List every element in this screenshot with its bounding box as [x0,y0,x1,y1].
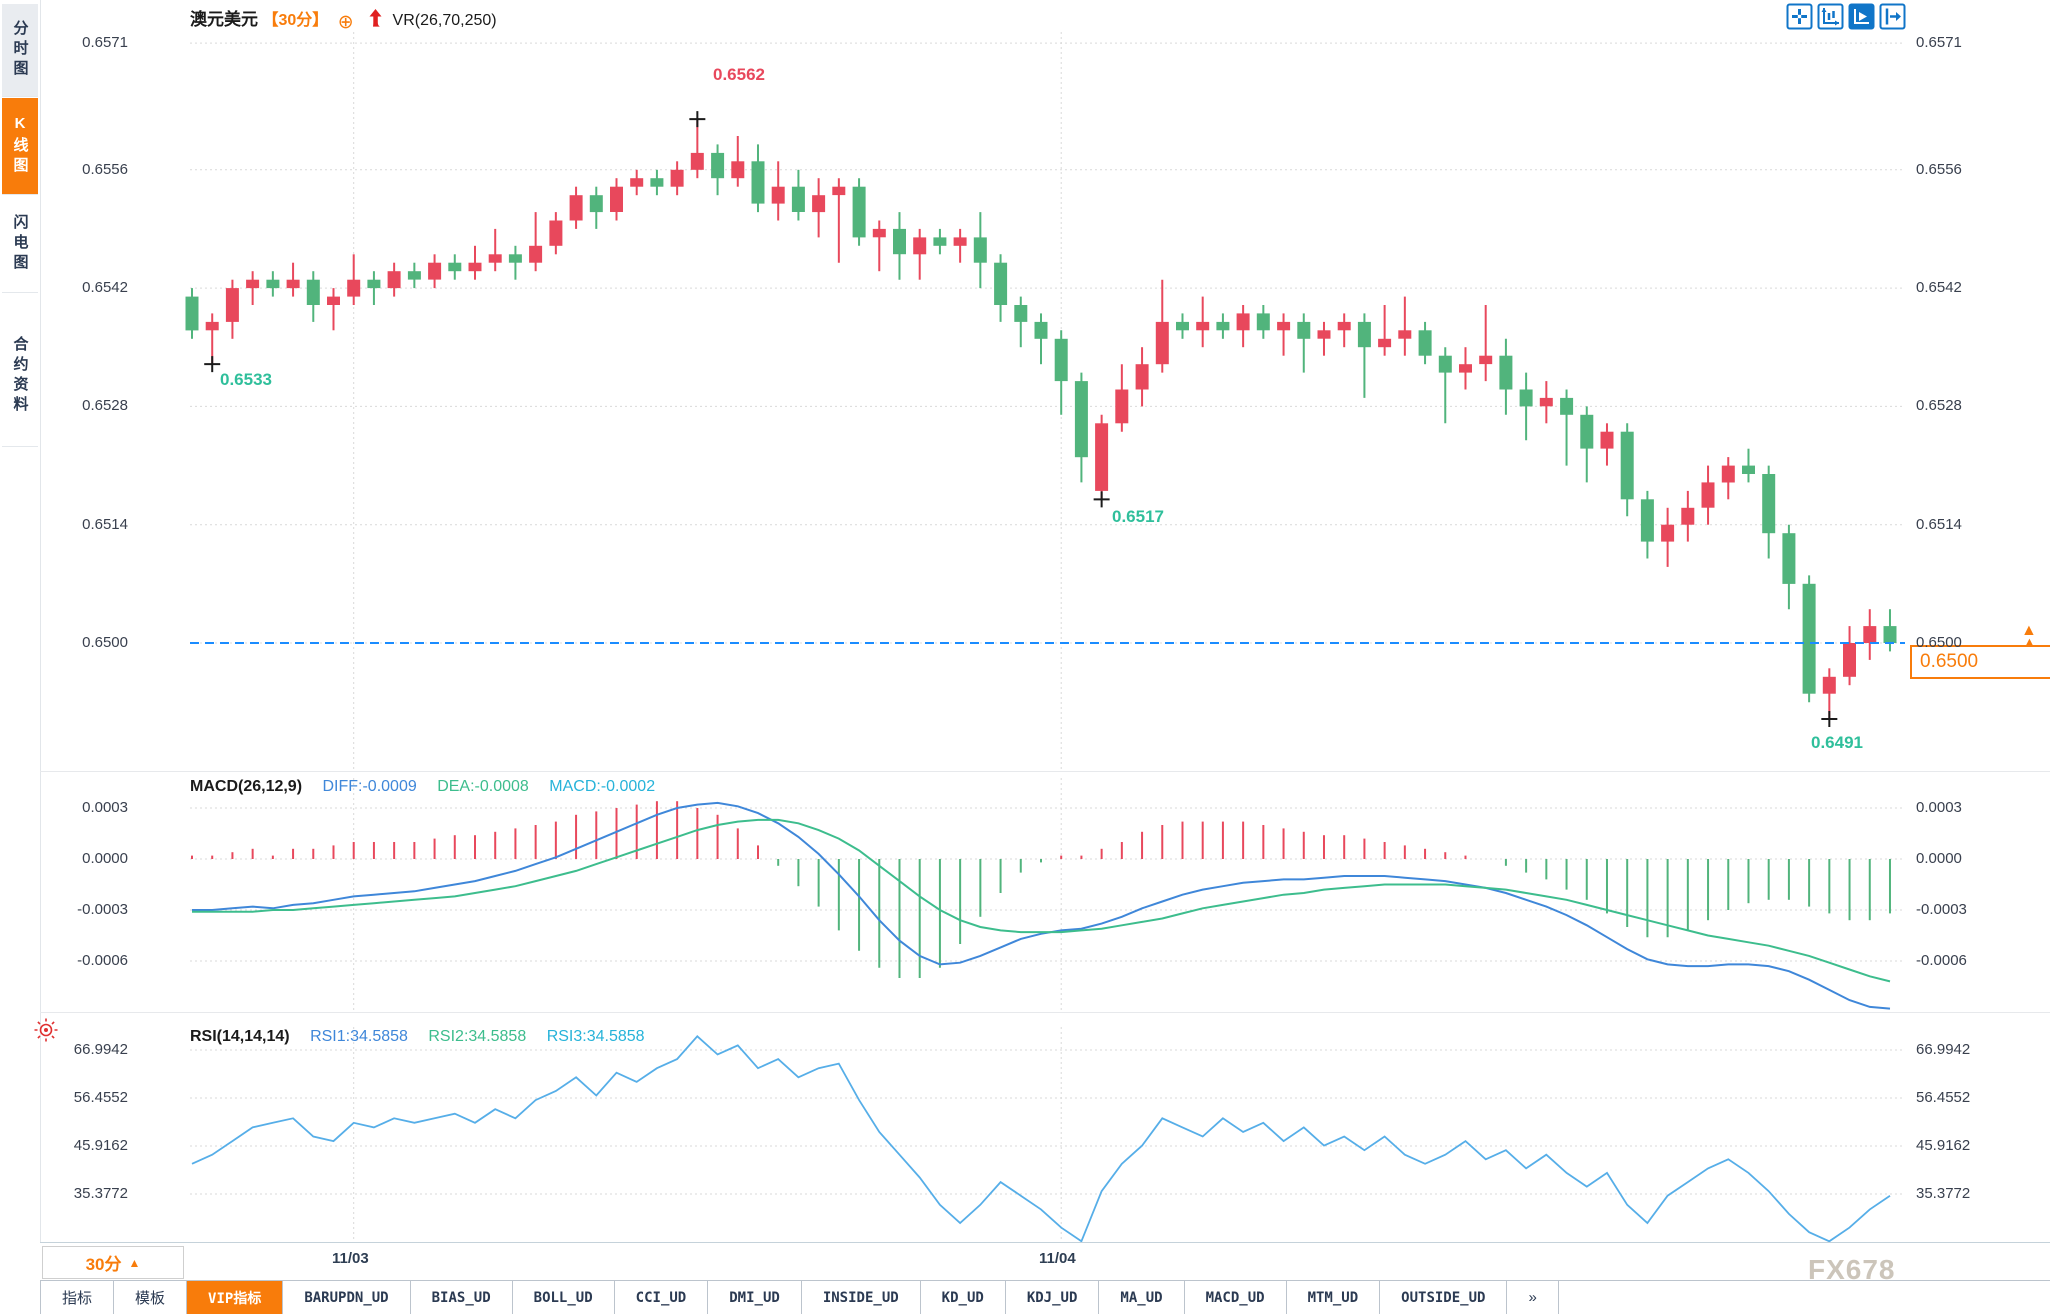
sidebar-item-3[interactable]: 合约资料 [2,306,38,447]
macd-axis-label: -0.0006 [1916,952,1967,969]
rsi-axis-label: 35.3772 [1916,1185,1971,1202]
indicator-tab[interactable]: KD_UD [920,1281,1006,1314]
price-axis-label: 0.6542 [82,279,128,297]
indicator-tab[interactable]: 指标 [40,1281,115,1314]
price-axis-label: 0.6500 [82,634,128,651]
macd-axis-label: 0.0000 [1916,850,1962,867]
macd-axis-label: -0.0003 [1916,901,1967,918]
watermark: FX678 [1808,1254,1896,1285]
indicator-tab[interactable]: MACD_UD [1184,1281,1287,1314]
macd-axis-label: 0.0003 [1916,799,1962,816]
candle-panel-header: 澳元美元 【30分】 ⊕ VR(26,70,250) [190,5,497,33]
rsi-axis-label: 35.3772 [73,1185,128,1202]
indicator-toolbar: 指标 模板 VIP指标 BARUPDN_UD BIAS_UD BOLL_UD CCI_UD D… [40,1280,2050,1314]
period-selector[interactable]: 30分 ▲ [42,1246,184,1279]
macd-diff-value: DIFF:-0.0009 [322,778,417,795]
rsi-title: RSI(14,14,14) [190,1028,290,1045]
rsi-axis-label: 56.4552 [1916,1089,1971,1106]
indicator-tab[interactable]: » [1507,1281,1559,1314]
macd-axis-label: 0.0003 [82,799,128,816]
price-axis-label: 0.6514 [82,515,128,533]
price-axis-label: 0.6528 [1916,397,1962,415]
indicator-tab[interactable]: KDJ_UD [1005,1281,1100,1314]
sidebar-item-1[interactable]: K线图 [2,98,38,195]
price-axis-label: 0.6556 [1916,160,1962,178]
crosshair-icon[interactable] [1786,3,1813,30]
indicator-tab[interactable]: BOLL_UD [512,1281,615,1314]
axis-scale-icon[interactable] [1817,3,1844,30]
period-tag[interactable]: 【30分】 [262,12,329,29]
rsi-panel-header: RSI(14,14,14) RSI1:34.5858 RSI2:34.5858 … [190,1028,645,1046]
price-up-arrow-icon: ▲ [2024,636,2035,648]
auto-scale-icon[interactable] [1848,3,1875,30]
indicator-tab[interactable]: BIAS_UD [410,1281,513,1314]
macd-axis-label: -0.0006 [77,952,128,969]
left-sidebar: 分时图 K线图 闪电图合约资料 [0,0,41,1243]
price-axis-label: 0.6528 [82,397,128,415]
add-indicator-icon[interactable]: ⊕ [337,12,354,33]
panel-separator [40,1012,2050,1013]
price-axis-label: 0.6542 [1916,279,1962,297]
indicator-tab[interactable]: CCI_UD [614,1281,709,1314]
chart-tool-buttons [1786,3,1906,30]
indicator-tab[interactable]: MA_UD [1099,1281,1185,1314]
rsi1-value: RSI1:34.5858 [310,1028,408,1045]
overlay-indicator-label: VR(26,70,250) [392,12,497,29]
macd-macd-value: MACD:-0.0002 [549,778,656,795]
price-axis-label: 0.6514 [1916,515,1962,533]
price-annotation: 0.6491 [1811,733,1863,752]
current-price-tag: 0.6500 [1910,645,2050,679]
macd-axis-label: -0.0003 [77,901,128,918]
period-selector-label: 30分 [85,1255,122,1274]
macd-title: MACD(26,12,9) [190,778,303,795]
rsi-axis-label: 56.4552 [73,1089,128,1106]
symbol-title: 澳元美元 [190,10,258,29]
rsi-axis-label: 66.9942 [73,1041,128,1058]
rsi2-value: RSI2:34.5858 [428,1028,527,1045]
price-annotation: 0.6562 [713,65,765,84]
date-label: 11/04 [1039,1250,1076,1267]
macd-panel-header: MACD(26,12,9) DIFF:-0.0009 DEA:-0.0008 M… [190,778,655,796]
price-up-arrow-icon: ▲ [2021,622,2037,639]
macd-dea-value: DEA:-0.0008 [437,778,529,795]
rsi-axis-label: 66.9942 [1916,1041,1971,1058]
rsi-axis-label: 45.9162 [1916,1137,1971,1154]
trend-up-arrow-icon [368,8,383,33]
sidebar-item-2[interactable]: 闪电图 [2,196,38,293]
indicator-tab[interactable]: BARUPDN_UD [283,1281,411,1314]
indicator-tab[interactable]: INSIDE_UD [801,1281,921,1314]
indicator-tab[interactable]: OUTSIDE_UD [1380,1281,1508,1314]
triangle-up-icon: ▲ [128,1255,141,1270]
price-annotation: 0.6533 [220,370,272,389]
rsi3-value: RSI3:34.5858 [546,1028,645,1045]
date-label: 11/03 [332,1250,369,1267]
price-axis-label: 0.6571 [82,34,128,52]
sidebar-item-0[interactable]: 分时图 [2,4,38,97]
indicator-tab[interactable]: VIP指标 [187,1281,284,1314]
indicator-tab[interactable]: 模板 [114,1281,188,1314]
price-annotation: 0.6517 [1112,507,1164,526]
price-axis-label: 0.6571 [1916,34,1962,52]
indicator-tab[interactable]: MTM_UD [1286,1281,1381,1314]
indicator-tab[interactable]: DMI_UD [708,1281,802,1314]
rsi-axis-label: 45.9162 [73,1137,128,1154]
panel-separator [40,1242,2050,1243]
panel-separator [40,771,2050,772]
sun-icon[interactable] [33,1017,59,1048]
go-latest-icon[interactable] [1879,3,1906,30]
macd-axis-label: 0.0000 [82,850,128,867]
price-axis-label: 0.6556 [82,160,128,178]
price-axis-label: 0.6500 [1916,634,1962,651]
